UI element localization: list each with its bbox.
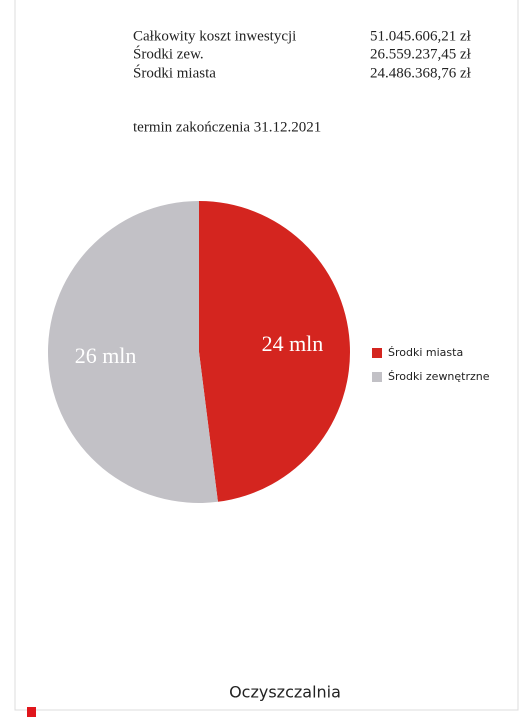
red-marker [27,707,36,717]
row-label: Środki miasta [133,64,216,81]
legend-label: Środki zewnętrzne [388,370,490,383]
slice-label: 24 mln [262,331,324,356]
deadline: termin zakończenia 31.12.2021 [133,119,321,135]
legend-label: Środki miasta [388,346,463,359]
row-value: 51.045.606,21 zł [370,28,472,44]
pie-slice [48,201,218,504]
footer-title: Oczyszczalnia [229,683,341,702]
row-value: 26.559.237,45 zł [370,46,472,62]
row-value: 24.486.368,76 zł [370,65,472,81]
legend-swatch [372,348,382,358]
row-label: Środki zew. [133,45,204,62]
slice-label: 26 mln [75,343,137,368]
legend-swatch [372,372,382,382]
row-label: Całkowity koszt inwestycji [133,28,296,44]
frame [14,0,519,711]
pie-slice [199,201,351,502]
